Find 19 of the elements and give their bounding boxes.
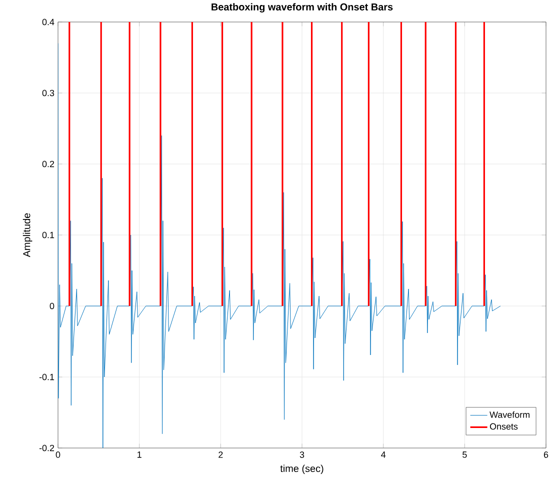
y-tick-label: 0 (50, 302, 54, 310)
y-tick-label: -0.2 (39, 444, 54, 452)
y-tick-label: 0.1 (42, 232, 54, 238)
x-tick-label: 6 (544, 452, 548, 458)
y-axis-title: Amplitude (22, 213, 32, 258)
x-axis-title: time (sec) (280, 464, 324, 474)
y-tick-label: -0.1 (39, 374, 54, 380)
y-tick-label: 0.4 (42, 18, 54, 26)
chart-title: Beatboxing waveform with Onset Bars (212, 3, 393, 12)
legend-label: Onsets (490, 423, 518, 430)
x-tick-label: 4 (381, 452, 386, 458)
x-tick-label: 0 (56, 452, 60, 458)
x-tick-label: 1 (138, 452, 142, 458)
x-tick-label: 3 (300, 452, 304, 458)
x-tick-label: 2 (218, 452, 223, 458)
y-tick-label: 0.3 (42, 90, 54, 96)
x-tick-label: 5 (462, 452, 467, 458)
y-tick-label: 0.2 (42, 160, 54, 168)
legend-label: Waveform (490, 411, 530, 418)
